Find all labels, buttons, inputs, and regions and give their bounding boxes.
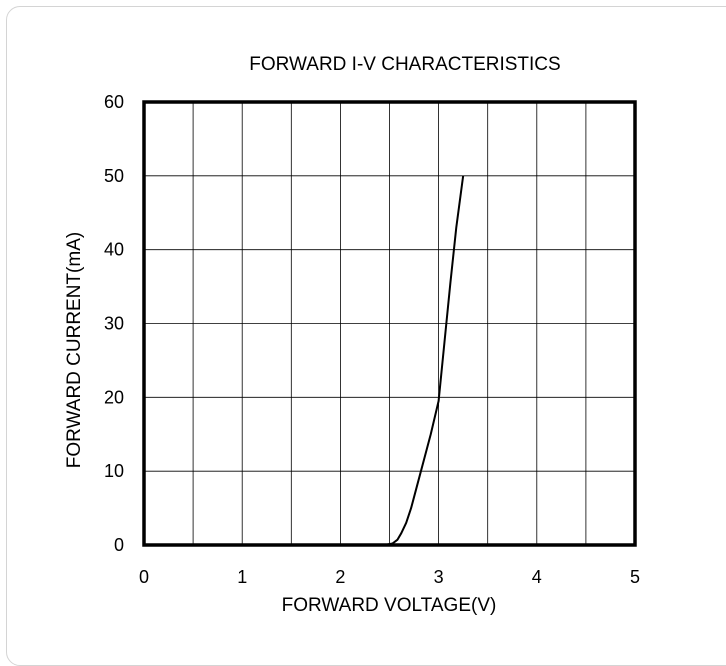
y-tick-label: 60 — [104, 92, 124, 112]
y-tick-label: 0 — [114, 535, 124, 555]
grid — [144, 102, 635, 545]
series-line — [144, 175, 465, 546]
x-tick-label: 5 — [630, 567, 640, 587]
x-tick-label: 1 — [237, 567, 247, 587]
series-layer — [144, 175, 465, 546]
x-axis-label: FORWARD VOLTAGE(V) — [282, 595, 497, 616]
x-tick-label: 4 — [532, 567, 542, 587]
y-axis-label: FORWARD CURRENT(mA) — [64, 232, 85, 468]
x-tick-label: 2 — [335, 567, 345, 587]
x-tick-labels: 0 1 2 3 4 5 — [139, 567, 640, 587]
plot-frame — [142, 100, 637, 547]
y-tick-label: 30 — [104, 314, 124, 334]
y-tick-label: 40 — [104, 240, 124, 260]
chart-card — [6, 6, 726, 666]
y-tick-label: 10 — [104, 461, 124, 481]
x-tick-label: 0 — [139, 567, 149, 587]
y-tick-label: 20 — [104, 387, 124, 407]
y-tick-label: 50 — [104, 166, 124, 186]
y-tick-labels: 0 10 20 30 40 50 60 — [104, 92, 124, 555]
x-tick-label: 3 — [434, 567, 444, 587]
chart-title: FORWARD I-V CHARACTERISTICS — [249, 54, 560, 75]
